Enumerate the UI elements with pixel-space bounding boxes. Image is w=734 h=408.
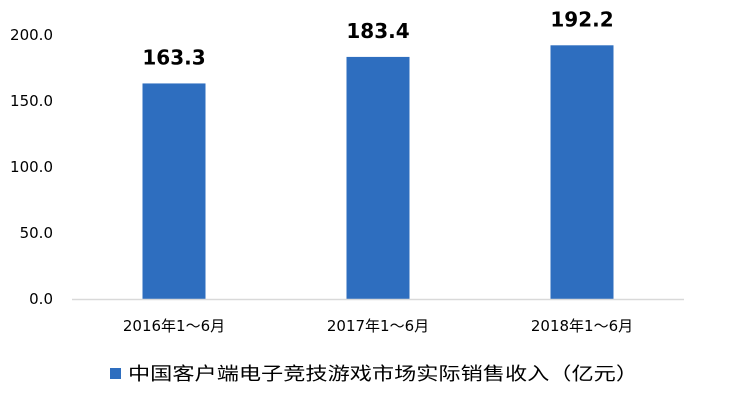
x-axis-labels: 2016年1～6月 2017年1～6月 2018年1～6月 <box>123 317 633 335</box>
y-tick-label: 50.0 <box>20 224 53 242</box>
data-label: 163.3 <box>142 45 205 69</box>
bar <box>142 83 206 299</box>
data-label: 183.4 <box>346 19 409 43</box>
y-tick-label: 100.0 <box>10 158 53 176</box>
y-tick-label: 150.0 <box>10 92 53 110</box>
data-label: 192.2 <box>550 7 613 31</box>
bar <box>550 45 614 299</box>
bars <box>142 45 614 299</box>
x-tick-label: 2017年1～6月 <box>327 317 429 335</box>
data-labels: 163.3 183.4 192.2 <box>142 7 613 69</box>
y-tick-label: 0.0 <box>29 290 53 308</box>
legend-swatch <box>110 368 121 379</box>
legend: 中国客户端电子竞技游戏市场实际销售收入（亿元） <box>110 364 638 385</box>
y-axis: 0.0 50.0 100.0 150.0 200.0 <box>10 26 53 308</box>
x-tick-label: 2016年1～6月 <box>123 317 225 335</box>
legend-label: 中国客户端电子竞技游戏市场实际销售收入（亿元） <box>128 364 638 385</box>
y-tick-label: 200.0 <box>10 26 53 44</box>
bar <box>346 56 410 299</box>
x-tick-label: 2018年1～6月 <box>531 317 633 335</box>
